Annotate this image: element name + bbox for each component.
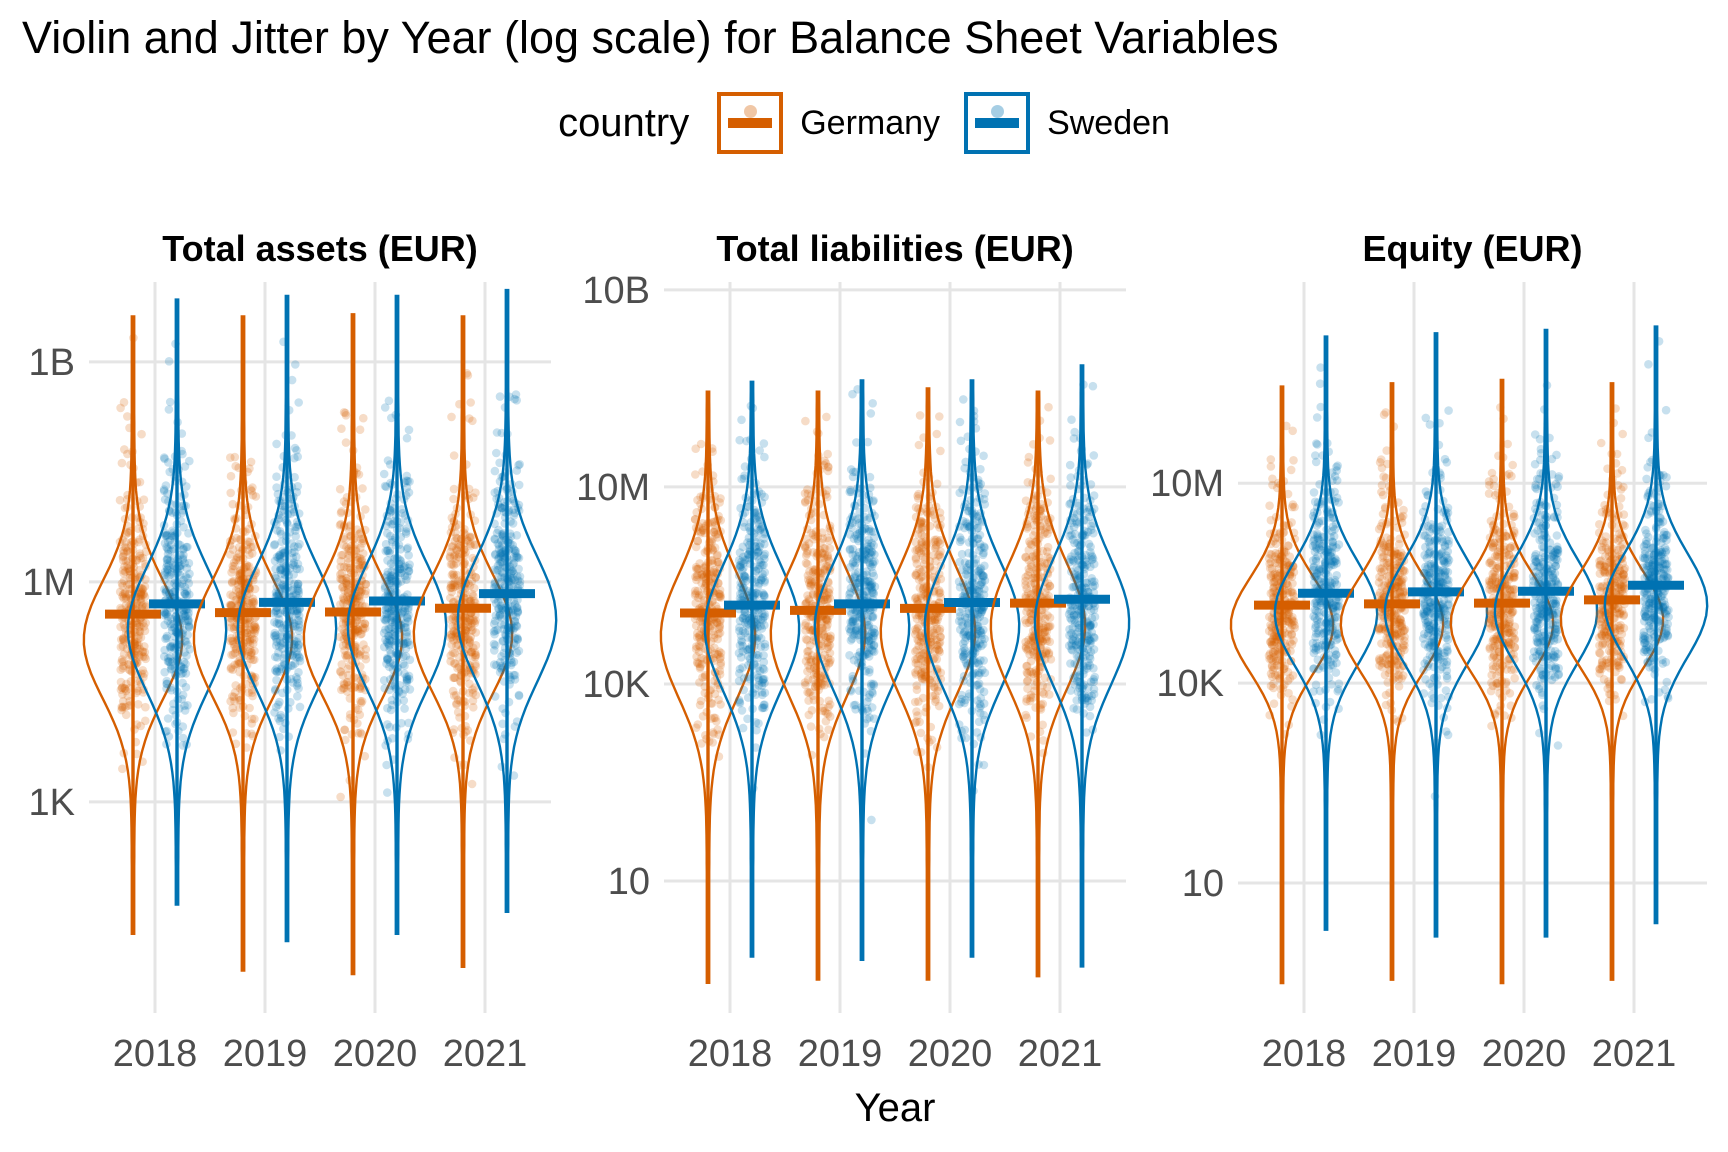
facet-title-total-liabilities: Total liabilities (EUR)	[716, 228, 1074, 269]
violin-germany-2021	[1559, 382, 1665, 981]
violin-germany-2019	[1339, 382, 1445, 981]
y-tick-label: 10	[1182, 863, 1224, 905]
violin-germany-2020	[1449, 378, 1555, 985]
gridlines	[89, 282, 551, 1013]
x-tick-label: 2019	[1372, 1033, 1457, 1075]
x-tick-label: 2019	[798, 1033, 883, 1075]
violin-outline	[192, 315, 294, 972]
germany-jitter-dot-icon	[744, 105, 758, 118]
violin-sweden-2021	[456, 288, 558, 913]
jitter-points	[800, 412, 835, 760]
violin-germany-2020	[302, 313, 404, 976]
gridlines	[664, 282, 1126, 1013]
legend-item-germany: Germany	[717, 92, 940, 154]
violin-germany-2019	[769, 390, 867, 981]
y-tick-label: 1B	[29, 342, 75, 384]
x-tick-label: 2020	[333, 1033, 418, 1075]
x-axis-title: Year	[854, 1086, 936, 1130]
violin-outline	[659, 390, 757, 984]
facet-panel-1: 10B 10M 10K 10 2018 2019 2020 2021	[576, 270, 1131, 1075]
violin-sweden-2020	[923, 379, 1021, 958]
violin-sweden-2018	[703, 380, 801, 958]
germany-violin-key-icon	[717, 92, 784, 154]
x-tick-label: 2018	[113, 1033, 198, 1075]
x-tick-label: 2021	[1018, 1033, 1103, 1075]
legend-label-sweden: Sweden	[1047, 103, 1170, 142]
x-tick-label: 2018	[688, 1033, 773, 1075]
x-tick-label: 2019	[223, 1033, 308, 1075]
y-tick-label: 10M	[576, 467, 650, 509]
facet-title-total-assets: Total assets (EUR)	[162, 228, 478, 269]
y-tick-label: 10K	[1156, 663, 1224, 705]
sweden-median-bar-icon	[975, 118, 1020, 128]
violin-sweden-2019	[236, 294, 338, 943]
legend: country Germany Sweden	[0, 84, 1728, 162]
violin-outline	[1033, 364, 1131, 968]
facet-panel-0: 1B 1M 1K 2018 2019 2020 2021	[22, 282, 558, 1075]
page-title: Violin and Jitter by Year (log scale) fo…	[22, 12, 1279, 63]
x-tick-label: 2018	[1262, 1033, 1347, 1075]
legend-item-sweden: Sweden	[964, 92, 1170, 154]
y-tick-label: 10M	[1150, 463, 1224, 505]
x-tick-label: 2020	[908, 1033, 993, 1075]
violin-sweden-2018	[126, 298, 228, 906]
sweden-jitter-dot-icon	[991, 105, 1005, 118]
violin-sweden-2019	[813, 379, 911, 961]
legend-title: country	[558, 100, 690, 145]
violin-sweden-2020	[346, 294, 448, 935]
violin-germany-2020	[879, 387, 977, 981]
violin-sweden-2021	[1033, 364, 1131, 968]
jitter-points	[335, 408, 371, 802]
facet-panel-2: 10M 10K 10 2018 2019 2020 2021	[1150, 282, 1709, 1075]
violin-sweden-2021	[1603, 325, 1709, 925]
x-tick-label: 2020	[1482, 1033, 1567, 1075]
violin-germany-2018	[82, 315, 184, 935]
violin-germany-2018	[1229, 385, 1335, 985]
y-tick-label: 10	[608, 861, 650, 903]
y-tick-label: 1M	[22, 562, 75, 604]
violin-outline	[126, 298, 228, 906]
violin-outline	[1493, 328, 1599, 938]
violin-sweden-2018	[1273, 335, 1379, 931]
facet-title-equity: Equity (EUR)	[1362, 228, 1583, 269]
y-tick-label: 1K	[29, 782, 75, 824]
legend-label-germany: Germany	[800, 103, 941, 142]
x-tick-label: 2021	[443, 1033, 528, 1075]
sweden-violin-key-icon	[964, 92, 1031, 154]
jitter-points	[910, 411, 946, 772]
y-tick-label: 10B	[582, 270, 650, 312]
y-tick-label: 10K	[582, 664, 650, 706]
violin-sweden-2020	[1493, 328, 1599, 938]
x-tick-label: 2021	[1592, 1033, 1677, 1075]
violin-outline	[1383, 332, 1489, 938]
germany-median-bar-icon	[728, 118, 773, 128]
gridlines	[1238, 282, 1707, 1013]
violin-outline	[1339, 382, 1445, 981]
